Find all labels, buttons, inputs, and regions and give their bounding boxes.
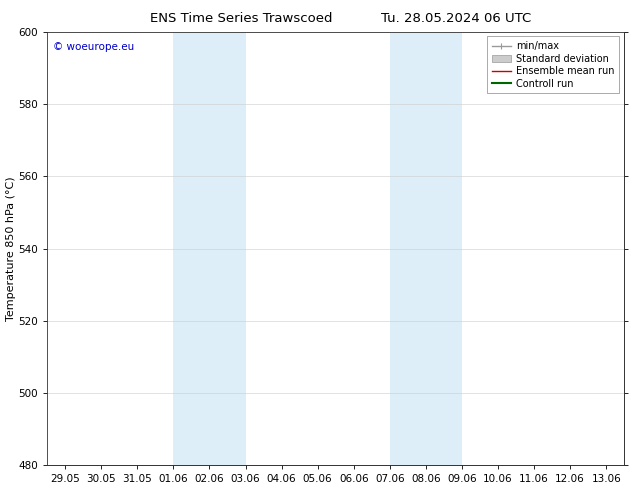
Legend: min/max, Standard deviation, Ensemble mean run, Controll run: min/max, Standard deviation, Ensemble me… bbox=[487, 36, 619, 94]
Text: © woeurope.eu: © woeurope.eu bbox=[53, 43, 134, 52]
Bar bbox=[390, 32, 462, 466]
Text: Tu. 28.05.2024 06 UTC: Tu. 28.05.2024 06 UTC bbox=[382, 12, 531, 25]
Text: ENS Time Series Trawscoed: ENS Time Series Trawscoed bbox=[150, 12, 332, 25]
Bar bbox=[173, 32, 245, 466]
Y-axis label: Temperature 850 hPa (°C): Temperature 850 hPa (°C) bbox=[6, 176, 16, 321]
